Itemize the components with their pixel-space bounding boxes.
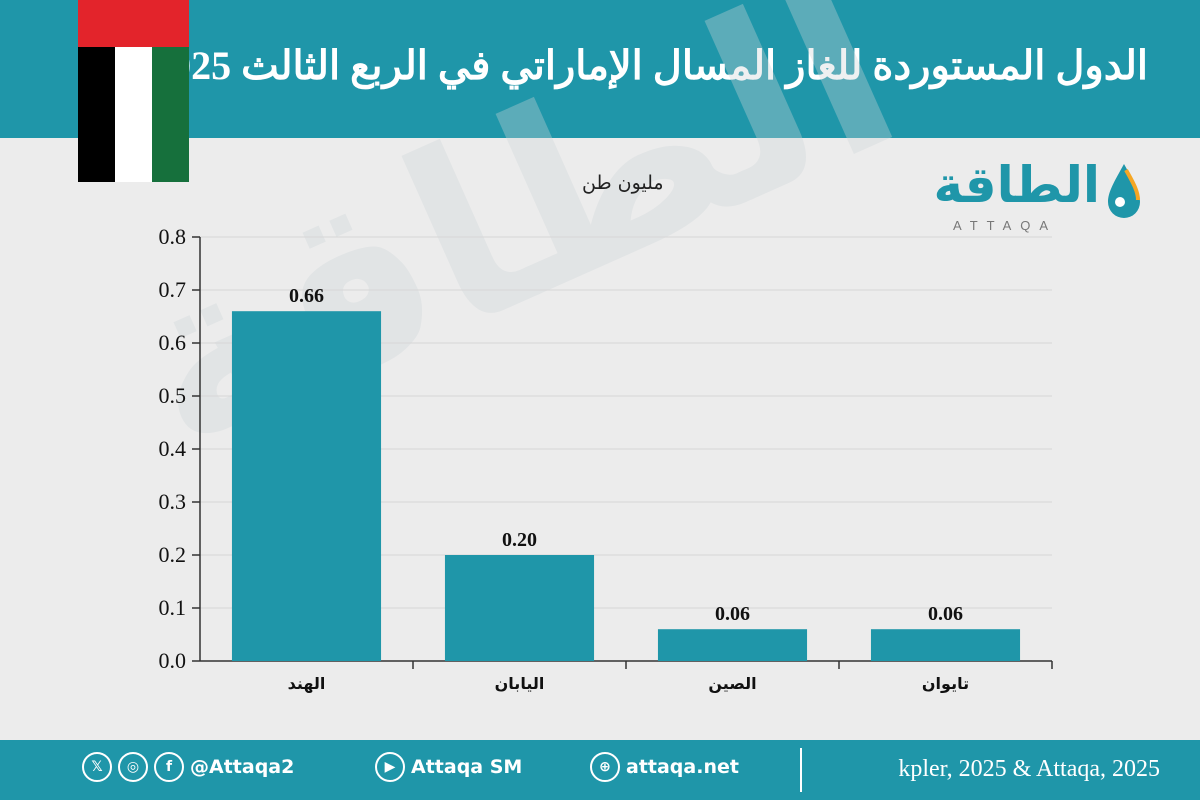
bar xyxy=(231,311,382,661)
data-label: 0.06 xyxy=(928,603,963,625)
x-tick-label: تايوان xyxy=(922,674,969,693)
y-tick-label: 0.2 xyxy=(159,542,187,567)
x-icon[interactable]: 𝕏 xyxy=(82,752,112,782)
data-label: 0.20 xyxy=(502,529,537,551)
social-group: 𝕏 ◎ f @Attaqa2 xyxy=(82,752,294,782)
unit-label: مليون طن xyxy=(582,172,664,194)
data-label: 0.66 xyxy=(289,285,324,307)
website-group: ⊕ attaqa.net xyxy=(590,752,739,782)
y-tick-label: 0.0 xyxy=(159,648,187,673)
attaqa-logo: الطاقة ATTAQA xyxy=(934,156,1150,235)
logo-arabic-text: الطاقة xyxy=(933,156,1100,214)
chart-title: الدول المستوردة للغاز المسال الإماراتي ف… xyxy=(151,43,1148,88)
drop-icon xyxy=(1108,164,1140,218)
x-tick-label: اليابان xyxy=(495,674,545,693)
x-tick-label: الصين xyxy=(708,674,756,693)
header-banner: الدول المستوردة للغاز المسال الإماراتي ف… xyxy=(0,0,1200,138)
y-tick-label: 0.1 xyxy=(159,595,187,620)
footer-divider xyxy=(800,748,802,792)
y-tick-label: 0.8 xyxy=(159,224,187,249)
y-tick-label: 0.7 xyxy=(159,277,187,302)
bar xyxy=(870,629,1021,661)
logo-latin-text: ATTAQA xyxy=(953,218,1058,233)
x-tick-label: الهند xyxy=(288,674,326,693)
bar-chart: 0.0 0.1 0.2 0.3 0.4 0.5 0.6 0.7 0.8 0.66 الهند 0.20… xyxy=(159,224,1053,693)
bar xyxy=(657,629,808,661)
youtube-group: ▶ Attaqa SM xyxy=(375,752,522,782)
bar xyxy=(444,555,595,661)
y-tick-label: 0.5 xyxy=(159,383,187,408)
data-label: 0.06 xyxy=(715,603,750,625)
website-link[interactable]: attaqa.net xyxy=(626,756,739,778)
y-tick-label: 0.4 xyxy=(159,436,187,461)
facebook-icon[interactable]: f xyxy=(154,752,184,782)
source-text: kpler, 2025 & Attaqa, 2025 xyxy=(898,756,1160,782)
footer-bar: 𝕏 ◎ f @Attaqa2 ▶ Attaqa SM ⊕ attaqa.net … xyxy=(0,740,1200,800)
uae-flag-icon xyxy=(78,0,189,182)
youtube-icon[interactable]: ▶ xyxy=(375,752,405,782)
social-handle[interactable]: @Attaqa2 xyxy=(190,756,295,778)
instagram-icon[interactable]: ◎ xyxy=(118,752,148,782)
y-tick-label: 0.3 xyxy=(159,489,187,514)
y-tick-label: 0.6 xyxy=(159,330,187,355)
youtube-channel[interactable]: Attaqa SM xyxy=(411,756,523,778)
globe-icon[interactable]: ⊕ xyxy=(590,752,620,782)
